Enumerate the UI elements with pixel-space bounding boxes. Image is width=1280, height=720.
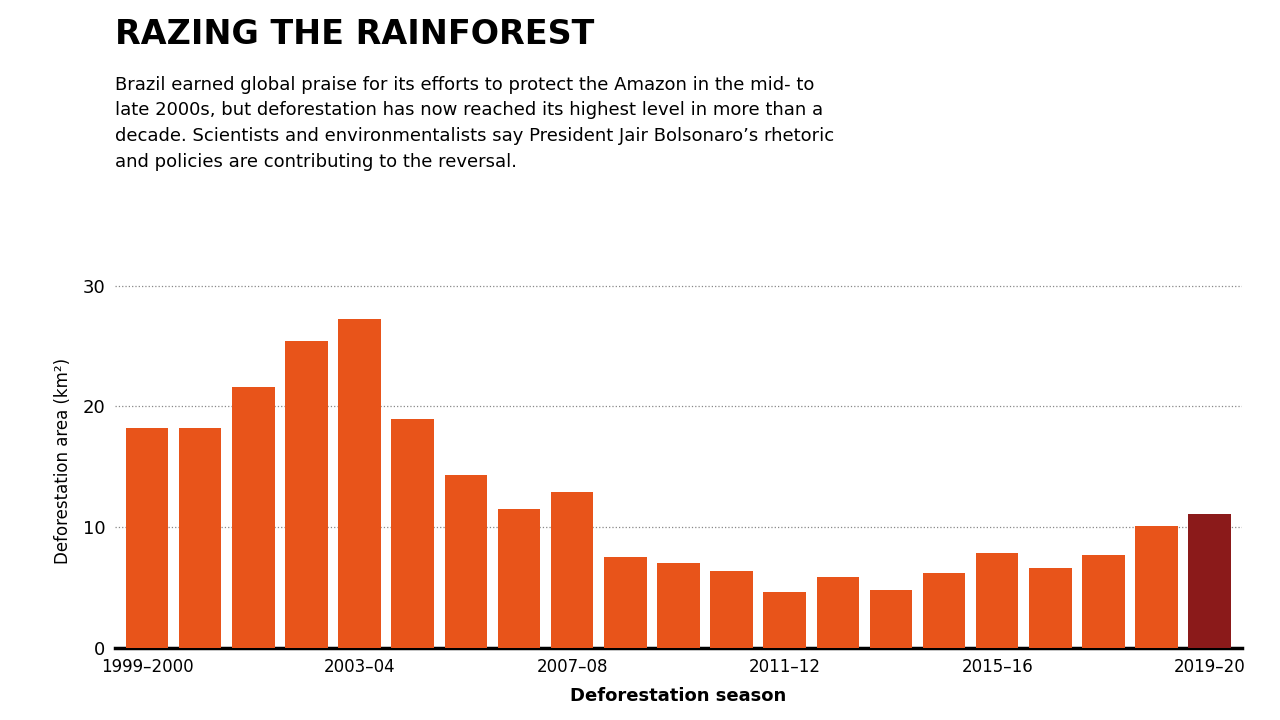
Text: Brazil earned global praise for its efforts to protect the Amazon in the mid- to: Brazil earned global praise for its effo… [115, 76, 835, 171]
Bar [657, 564, 700, 648]
Bar [763, 593, 806, 648]
Bar [1135, 526, 1178, 648]
Bar [604, 557, 646, 648]
Bar [869, 590, 913, 648]
Bar [1188, 514, 1231, 648]
Y-axis label: Deforestation area (km²): Deforestation area (km²) [54, 358, 72, 564]
Bar [817, 577, 859, 648]
X-axis label: Deforestation season: Deforestation season [571, 687, 786, 705]
Bar [285, 341, 328, 648]
Bar [1082, 555, 1125, 648]
Bar [179, 428, 221, 648]
Bar [550, 492, 594, 648]
Bar [338, 320, 381, 648]
Bar [975, 552, 1019, 648]
Bar [923, 573, 965, 648]
Bar [392, 418, 434, 648]
Bar [444, 475, 488, 648]
Bar [232, 387, 275, 648]
Bar [125, 428, 169, 648]
Bar [498, 509, 540, 648]
Text: RAZING THE RAINFOREST: RAZING THE RAINFOREST [115, 18, 594, 51]
Bar [1029, 568, 1071, 648]
Bar [710, 571, 753, 648]
